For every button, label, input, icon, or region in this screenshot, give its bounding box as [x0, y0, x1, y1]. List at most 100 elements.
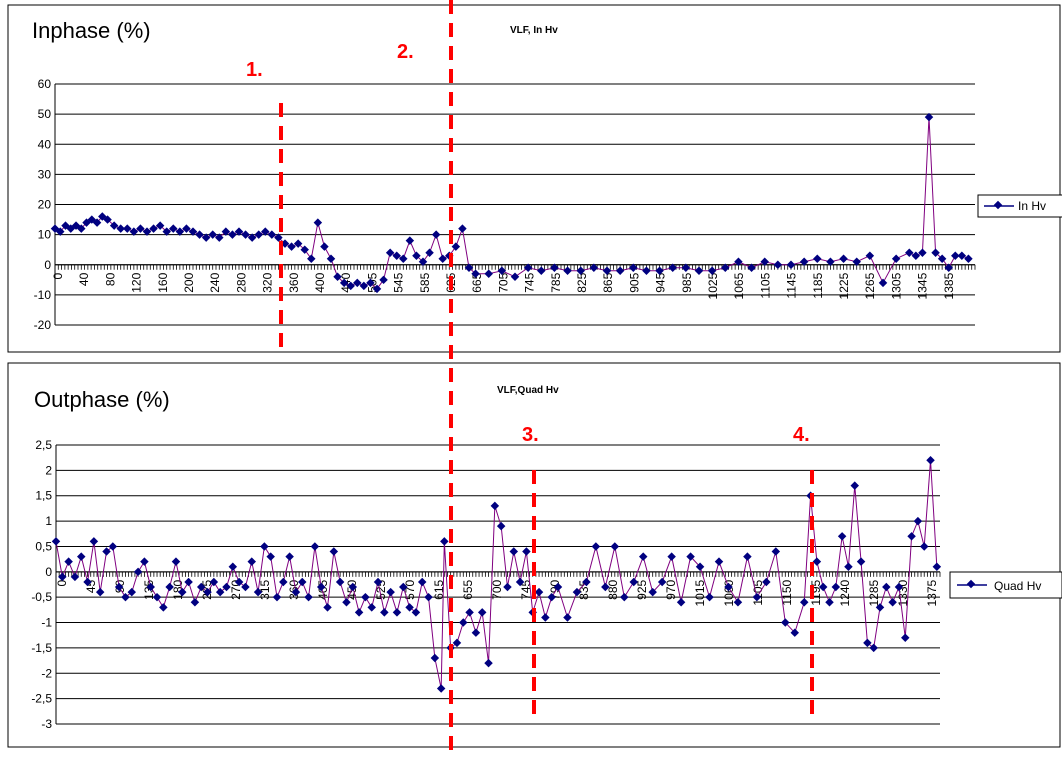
x-tick-label: 655 — [461, 580, 475, 600]
inphase-legend-box — [977, 194, 1062, 218]
x-tick-label: 0 — [55, 580, 69, 587]
y-tick-label: -1 — [41, 616, 52, 630]
data-point — [77, 224, 86, 233]
data-point — [496, 521, 506, 531]
outphase-legend-marker — [966, 579, 976, 589]
data-point — [291, 587, 301, 597]
x-tick-label: 1305 — [889, 272, 903, 299]
y-tick-label: 1 — [45, 514, 52, 528]
y-tick-label: 20 — [38, 198, 52, 212]
data-point — [142, 227, 152, 236]
data-point — [913, 516, 923, 526]
x-tick-label: 545 — [392, 272, 406, 292]
y-tick-label: -10 — [34, 288, 52, 302]
x-tick-label: 1345 — [916, 272, 930, 299]
data-point — [610, 542, 620, 551]
data-point — [844, 562, 853, 571]
data-point — [771, 547, 781, 556]
data-point — [380, 608, 389, 617]
inphase-gridlines — [54, 83, 976, 326]
data-point — [667, 552, 676, 561]
y-tick-label: 10 — [38, 228, 52, 242]
y-tick-label: 0 — [44, 258, 51, 272]
data-point — [316, 582, 326, 592]
data-point — [894, 582, 904, 592]
data-point — [762, 577, 771, 587]
region-label-1: 1. — [246, 59, 263, 81]
x-tick-label: 945 — [654, 272, 668, 292]
x-tick-label: 1025 — [706, 272, 720, 299]
inphase-subtitle: VLF, In Hv — [510, 25, 558, 36]
data-point — [385, 248, 395, 257]
data-point — [471, 628, 481, 637]
data-point — [878, 278, 888, 288]
data-point — [926, 455, 935, 465]
data-point — [267, 230, 277, 239]
data-point — [372, 284, 382, 294]
y-tick-label: 30 — [38, 167, 52, 181]
data-point — [497, 266, 507, 276]
data-point — [287, 242, 296, 251]
x-tick-label: 160 — [156, 272, 170, 292]
data-point — [591, 542, 601, 551]
x-tick-label: 320 — [261, 272, 275, 292]
data-point — [875, 603, 885, 612]
outphase-legend: Quad Hv — [949, 571, 1062, 599]
data-point — [541, 613, 550, 622]
data-point — [839, 254, 848, 263]
data-point — [247, 233, 257, 242]
data-point — [169, 224, 178, 233]
data-point — [136, 224, 145, 233]
outphase-subtitle: VLF,Quad Hv — [497, 385, 559, 396]
outphase-legend-label: Quad Hv — [994, 579, 1041, 593]
data-point — [471, 269, 480, 279]
data-point — [405, 603, 414, 612]
data-point — [326, 254, 336, 263]
data-point — [215, 233, 224, 242]
y-tick-label: -1,5 — [31, 641, 52, 655]
data-point — [241, 230, 250, 239]
data-point — [484, 658, 493, 668]
outphase-y-tick-labels: -3 -2,5 -2 -1,5 -1 -0,5 0 0,5 1 1,5 2 2,5 — [31, 438, 52, 731]
data-point — [359, 281, 369, 291]
x-tick-label: 865 — [601, 272, 615, 292]
data-point — [195, 230, 204, 239]
y-tick-label: 0,5 — [35, 539, 52, 553]
x-tick-label: 1015 — [693, 579, 707, 606]
y-tick-label: -20 — [34, 318, 52, 332]
data-point — [869, 643, 878, 653]
x-tick-label: 360 — [287, 272, 301, 292]
x-tick-label: 970 — [664, 580, 678, 600]
data-point — [747, 263, 756, 273]
x-tick-label: 985 — [680, 272, 694, 292]
data-point — [944, 263, 953, 273]
x-tick-label: 1375 — [925, 579, 939, 606]
data-point — [837, 532, 847, 541]
data-point — [464, 263, 474, 273]
x-tick-label: 880 — [606, 580, 620, 600]
data-point — [354, 608, 364, 617]
x-tick-label: 1150 — [780, 579, 794, 605]
x-tick-label: 785 — [549, 272, 563, 292]
data-point — [348, 582, 358, 592]
y-tick-label: -2 — [41, 666, 52, 680]
data-point — [602, 266, 612, 276]
data-point — [392, 608, 402, 617]
data-point — [534, 587, 544, 597]
data-point — [919, 542, 929, 551]
data-point — [714, 557, 724, 566]
inphase-panel: Inphase (%) VLF, In Hv -20 -10 0 10 20 30 40 50… — [7, 4, 1062, 353]
data-point — [313, 218, 323, 227]
x-tick-label: 745 — [523, 272, 537, 292]
data-point — [509, 547, 519, 556]
data-point — [339, 278, 349, 288]
inphase-legend-label: In Hv — [1018, 199, 1046, 213]
data-point — [705, 592, 714, 602]
data-point — [116, 224, 125, 233]
data-point — [733, 598, 743, 607]
x-tick-label: 925 — [635, 580, 649, 600]
y-tick-label: 50 — [38, 107, 52, 121]
data-point — [655, 266, 664, 276]
data-point — [411, 608, 421, 617]
data-point — [458, 224, 467, 233]
